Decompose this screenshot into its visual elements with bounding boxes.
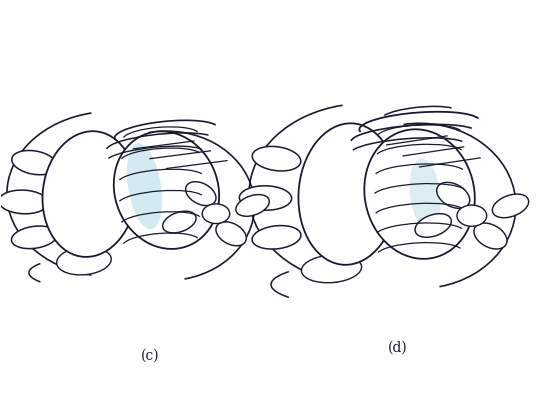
Ellipse shape <box>415 214 451 237</box>
Text: (c): (c) <box>140 348 159 362</box>
Ellipse shape <box>236 194 269 216</box>
Ellipse shape <box>299 123 398 265</box>
Ellipse shape <box>163 211 196 233</box>
Circle shape <box>202 204 229 224</box>
Ellipse shape <box>216 222 246 246</box>
Ellipse shape <box>301 255 362 283</box>
Ellipse shape <box>186 182 216 206</box>
Ellipse shape <box>252 226 301 249</box>
Ellipse shape <box>0 190 48 214</box>
Text: (d): (d) <box>388 341 408 354</box>
Ellipse shape <box>252 147 301 171</box>
Ellipse shape <box>114 131 219 249</box>
Ellipse shape <box>127 143 162 229</box>
Ellipse shape <box>437 183 469 208</box>
Ellipse shape <box>492 194 529 218</box>
Ellipse shape <box>56 247 111 275</box>
Ellipse shape <box>364 129 475 259</box>
Ellipse shape <box>410 159 441 229</box>
Ellipse shape <box>12 150 57 175</box>
Ellipse shape <box>474 223 507 249</box>
Ellipse shape <box>239 186 291 210</box>
Ellipse shape <box>12 226 58 249</box>
Ellipse shape <box>43 131 137 257</box>
Circle shape <box>457 205 487 226</box>
